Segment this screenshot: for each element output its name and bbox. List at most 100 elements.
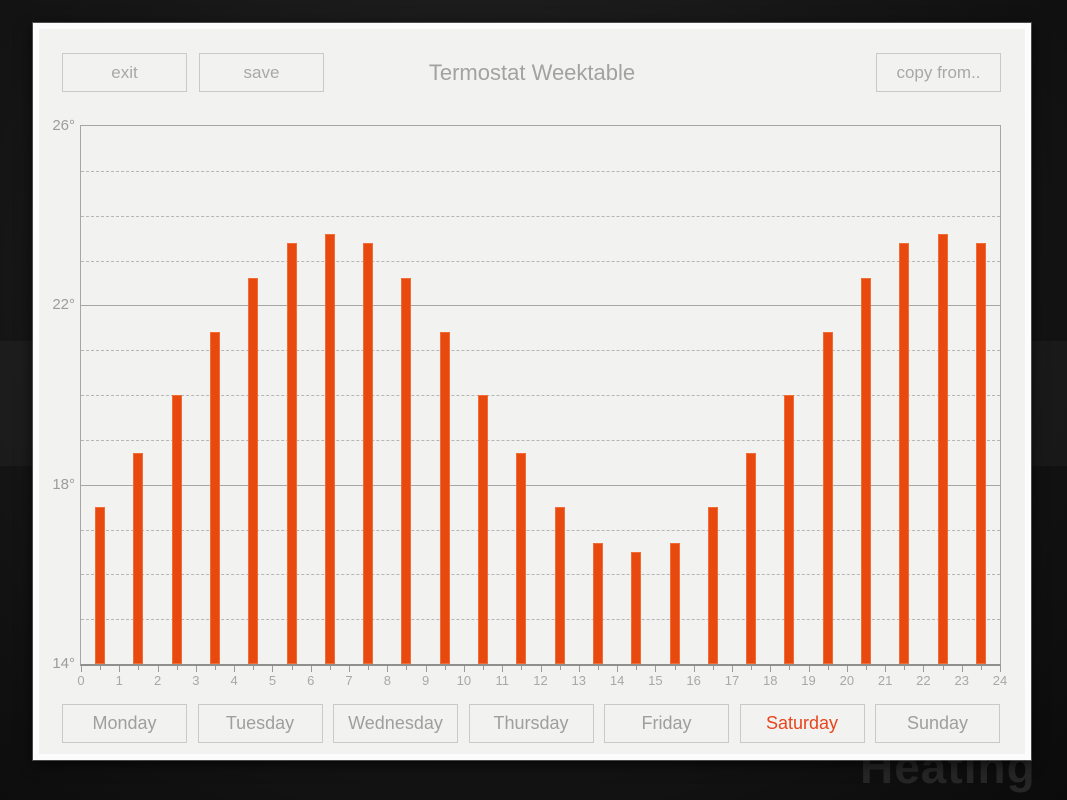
x-axis-minor-tick (368, 666, 370, 670)
x-axis-minor-tick (904, 666, 906, 670)
x-axis-major-tick (846, 666, 848, 672)
x-axis-major-tick (502, 666, 504, 672)
x-axis-label: 18 (763, 673, 778, 688)
exit-button[interactable]: exit (62, 53, 187, 92)
x-axis-label: 0 (77, 673, 85, 688)
temperature-bar-hour-14[interactable] (631, 551, 642, 664)
temperature-bar-hour-20[interactable] (860, 278, 871, 664)
temperature-bar-hour-18[interactable] (784, 395, 795, 664)
day-tab-monday[interactable]: Monday (62, 704, 187, 743)
x-axis-label: 13 (571, 673, 587, 688)
temperature-bar-hour-3[interactable] (210, 332, 221, 664)
x-axis-major-tick (119, 666, 121, 672)
temperature-bar-hour-6[interactable] (324, 233, 335, 664)
temperature-bar-hour-21[interactable] (899, 242, 910, 664)
x-axis-major-tick (540, 666, 542, 672)
thermostat-weektable-dialog: exit save Termostat Weektable copy from.… (33, 23, 1031, 760)
x-axis-minor-tick (483, 666, 485, 670)
x-axis-major-tick (731, 666, 733, 672)
x-axis-major-tick (157, 666, 159, 672)
day-tab-wednesday[interactable]: Wednesday (333, 704, 458, 743)
y-axis-label: 26° (52, 117, 75, 134)
x-axis-label: 20 (839, 673, 855, 688)
temperature-bar-hour-8[interactable] (401, 278, 412, 664)
x-axis-major-tick (808, 666, 810, 672)
gridline-minor (81, 574, 1000, 576)
day-tabs: Monday Tuesday Wednesday Thursday Friday Satu… (62, 704, 1000, 743)
x-axis-major-tick (425, 666, 427, 672)
gridline-minor (81, 215, 1000, 217)
x-axis-label: 14 (609, 673, 625, 688)
temperature-bar-hour-11[interactable] (516, 453, 527, 664)
x-axis-minor-tick (980, 666, 982, 670)
x-axis-minor-tick (100, 666, 102, 670)
x-axis-label: 19 (801, 673, 816, 688)
gridline-major (81, 305, 1000, 307)
day-tab-friday[interactable]: Friday (604, 704, 729, 743)
x-axis-major-tick (81, 666, 82, 672)
x-axis-major-tick (234, 666, 236, 672)
x-axis-major-tick (272, 666, 274, 672)
temperature-bar-hour-9[interactable] (439, 332, 450, 664)
gridline-minor (81, 529, 1000, 531)
x-axis-major-tick (387, 666, 389, 672)
x-axis-minor-tick (827, 666, 829, 670)
x-axis-major-tick (463, 666, 465, 672)
x-axis-label: 12 (533, 673, 548, 688)
x-axis-label: 4 (230, 673, 238, 688)
x-axis-minor-tick (865, 666, 867, 670)
x-axis-label: 24 (992, 673, 1008, 688)
temperature-bar-hour-22[interactable] (937, 233, 948, 664)
x-axis-minor-tick (712, 666, 714, 670)
day-tab-tuesday[interactable]: Tuesday (197, 704, 323, 743)
temperature-bar-hour-7[interactable] (363, 242, 374, 664)
temperature-bar-hour-0[interactable] (95, 507, 106, 664)
x-axis-minor-tick (138, 666, 140, 670)
x-axis-major-tick (1000, 666, 1001, 672)
x-axis-major-tick (885, 666, 887, 672)
y-axis-label: 14° (52, 655, 75, 672)
x-axis-minor-tick (291, 666, 293, 670)
x-axis-major-tick (923, 666, 925, 672)
y-axis-label: 22° (52, 296, 75, 314)
day-tab-sunday[interactable]: Sunday (875, 704, 1000, 743)
temperature-bar-hour-2[interactable] (171, 395, 182, 664)
x-axis-label: 9 (422, 673, 430, 688)
x-axis-major-tick (617, 666, 619, 672)
x-axis-label: 6 (307, 673, 315, 688)
save-button[interactable]: save (199, 53, 324, 92)
gridline-minor (81, 439, 1000, 441)
temperature-bar-hour-19[interactable] (822, 332, 833, 664)
x-axis-label: 5 (268, 673, 277, 688)
x-axis-minor-tick (521, 666, 523, 670)
day-tab-saturday[interactable]: Saturday (739, 704, 865, 743)
gridline-minor (81, 260, 1000, 262)
x-axis-minor-tick (751, 666, 753, 670)
day-tab-thursday[interactable]: Thursday (468, 704, 594, 743)
temperature-chart-plot-area: 26° 22° 18° 14° 0 1 2 3 4 5 6 7 8 9 10 11 12 13 14 15 16 17 18… (52, 117, 1007, 688)
x-axis-major-tick (310, 666, 312, 672)
x-axis-label: 10 (456, 673, 472, 688)
x-axis-major-tick (961, 666, 963, 672)
x-axis-label: 21 (877, 673, 893, 688)
x-axis-minor-tick (215, 666, 217, 670)
temperature-bar-hour-12[interactable] (554, 507, 565, 664)
temperature-bar-hour-4[interactable] (248, 278, 259, 664)
x-axis-major-tick (770, 666, 772, 672)
x-axis-major-tick (349, 666, 351, 672)
gridline-minor (81, 395, 1000, 396)
temperature-bar-hour-1[interactable] (133, 453, 144, 664)
temperature-bar-hour-23[interactable] (975, 242, 986, 664)
temperature-bar-hour-10[interactable] (478, 395, 489, 664)
temperature-bar-hour-13[interactable] (592, 542, 603, 664)
temperature-bar-hour-15[interactable] (669, 542, 680, 664)
gridline-minor (81, 619, 1000, 621)
x-axis-label: 2 (153, 673, 162, 688)
x-axis-label: 23 (954, 673, 969, 688)
temperature-bar-hour-17[interactable] (746, 453, 757, 664)
temperature-bar-hour-5[interactable] (286, 242, 297, 664)
x-axis-label: 1 (115, 673, 123, 688)
x-axis-label: 3 (192, 673, 200, 688)
copy-from-button[interactable]: copy from.. (876, 53, 1001, 92)
temperature-bar-hour-16[interactable] (707, 507, 718, 664)
